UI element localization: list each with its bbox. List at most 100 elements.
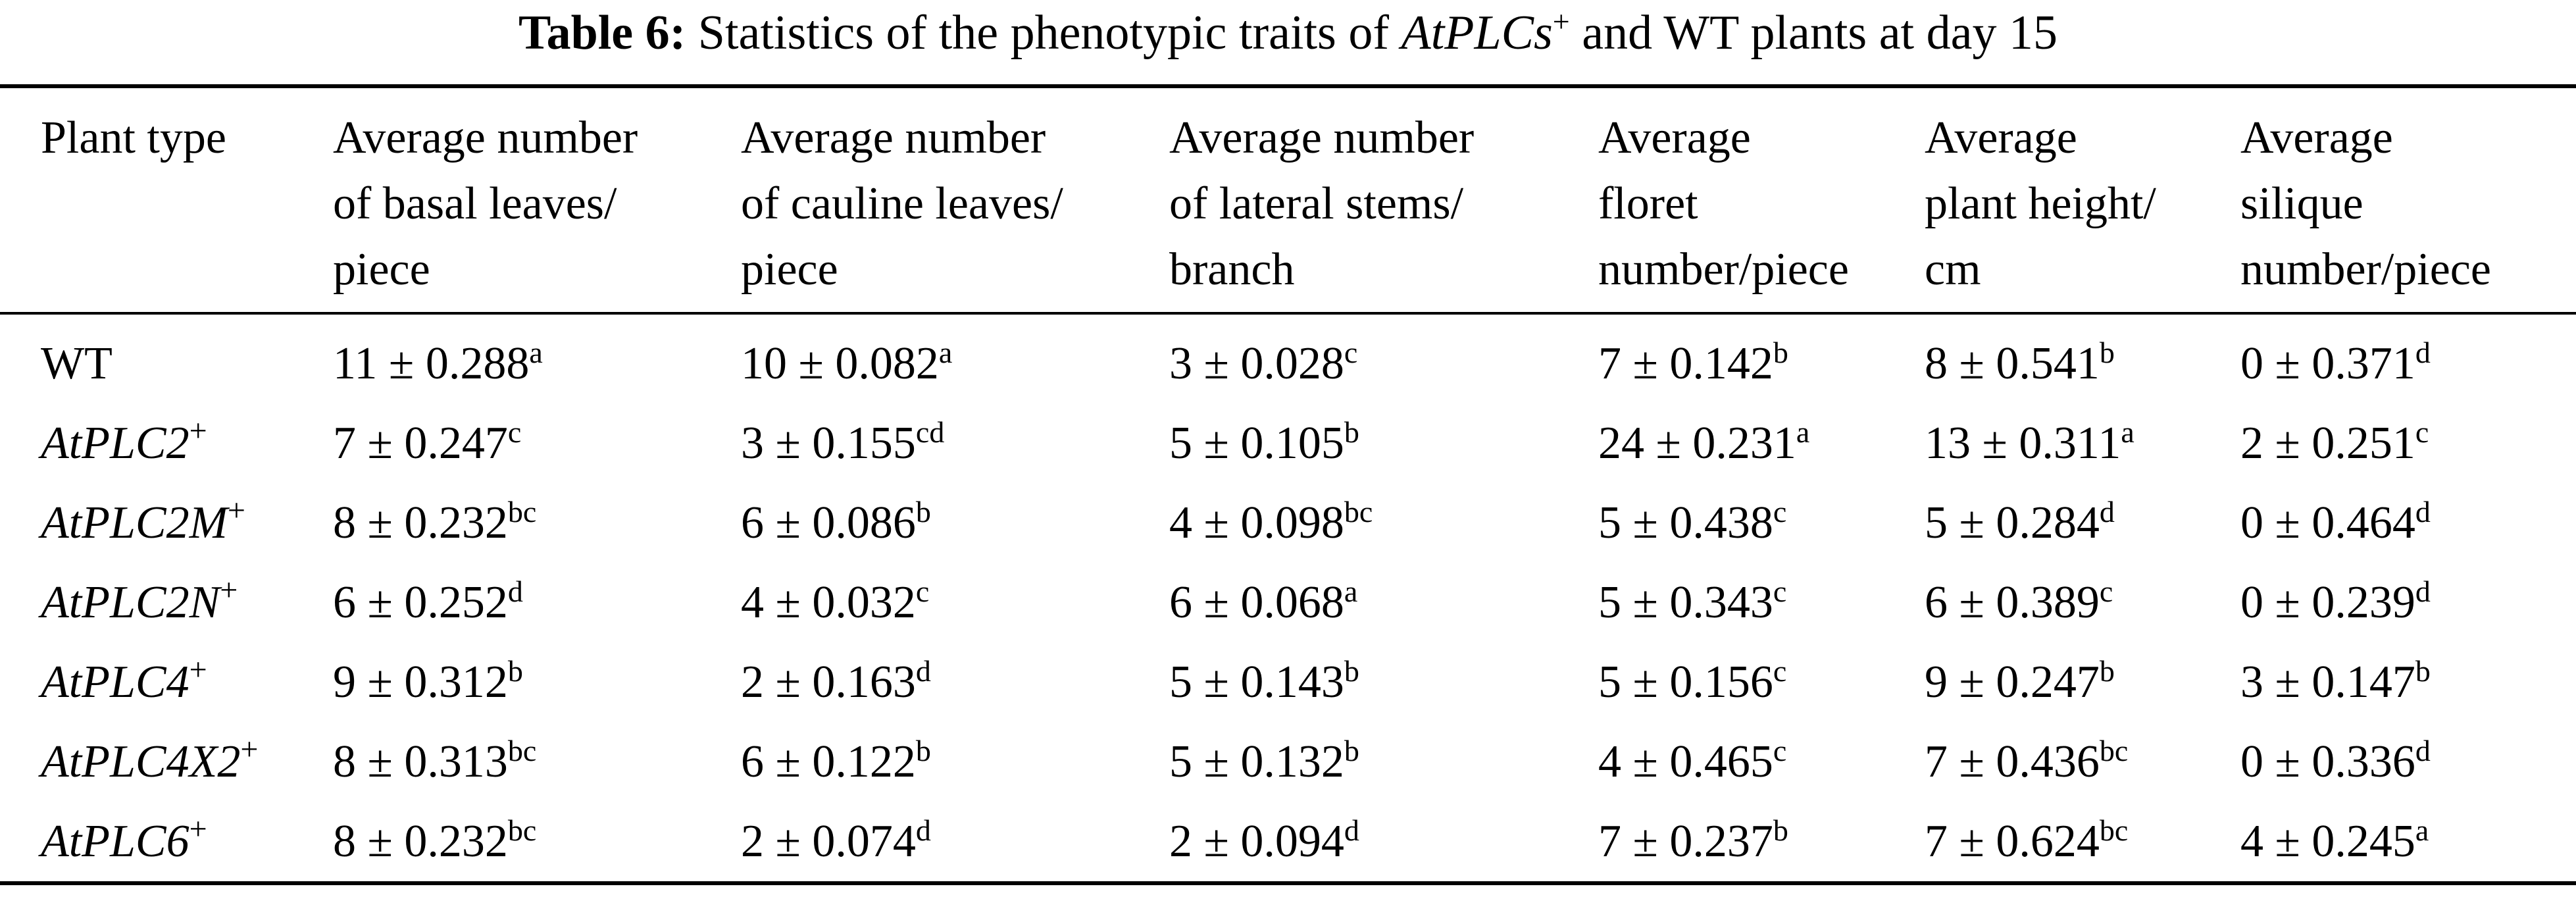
value-cell: 2 ± 0.251c <box>2240 403 2576 483</box>
significance-letter: a <box>2415 813 2429 847</box>
significance-letter: b <box>507 654 523 688</box>
mean-se-value: 11 ± 0.288 <box>333 338 530 389</box>
mean-se-value: 6 ± 0.252 <box>333 577 508 628</box>
value-cell: 7 ± 0.624bc <box>1925 802 2240 883</box>
column-header-1: Average number of basal leaves/ piece <box>333 86 741 313</box>
mean-se-value: 4 ± 0.245 <box>2240 815 2415 867</box>
value-cell: 9 ± 0.247b <box>1925 642 2240 722</box>
mean-se-value: 3 ± 0.155 <box>741 417 916 469</box>
significance-letter: d <box>915 813 931 847</box>
mean-se-value: 5 ± 0.156 <box>1598 656 1773 707</box>
column-header-label: Plant type <box>41 113 226 163</box>
mean-se-value: 2 ± 0.163 <box>741 656 916 707</box>
mean-se-value: 4 ± 0.098 <box>1169 497 1344 548</box>
mean-se-value: 6 ± 0.389 <box>1925 577 2100 628</box>
significance-letter: c <box>915 574 930 608</box>
significance-letter: d <box>2415 335 2431 369</box>
column-header-6: Average silique number/piece <box>2240 86 2576 313</box>
mean-se-value: 0 ± 0.239 <box>2240 577 2415 628</box>
table-row: AtPLC6+ 8 ± 0.232bc 2 ± 0.074d 2 ± 0.094d 7 … <box>0 802 2576 883</box>
mean-se-value: 5 ± 0.343 <box>1598 577 1773 628</box>
value-cell: 5 ± 0.143b <box>1169 642 1598 722</box>
column-header-label: Average plant height/ cm <box>1925 113 2156 295</box>
value-cell: 10 ± 0.082a <box>741 313 1169 403</box>
caption-text-after: and WT plants at day 15 <box>1569 6 2058 60</box>
significance-letter: bc <box>507 733 537 767</box>
mean-se-value: 2 ± 0.251 <box>2240 417 2415 469</box>
mean-se-value: 3 ± 0.028 <box>1169 338 1344 389</box>
column-header-0: Plant type <box>0 86 333 313</box>
table-row: AtPLC2M+ 8 ± 0.232bc 6 ± 0.086b 4 ± 0.098bc… <box>0 483 2576 563</box>
mean-se-value: 5 ± 0.284 <box>1925 497 2100 548</box>
significance-letter: b <box>1344 415 1359 449</box>
significance-letter: d <box>507 574 523 608</box>
mean-se-value: 8 ± 0.541 <box>1925 338 2100 389</box>
column-header-label: Average number of basal leaves/ piece <box>333 113 638 295</box>
significance-letter: c <box>2415 415 2429 449</box>
caption-italic: AtPLCs <box>1401 6 1553 60</box>
significance-letter: d <box>2415 733 2431 767</box>
mean-se-value: 7 ± 0.247 <box>333 417 508 469</box>
plant-type-cell: WT <box>0 313 333 403</box>
mean-se-value: 7 ± 0.142 <box>1598 338 1773 389</box>
significance-letter: a <box>1796 415 1810 449</box>
value-cell: 4 ± 0.032c <box>741 563 1169 642</box>
plant-type-sup: + <box>189 413 207 448</box>
value-cell: 7 ± 0.237b <box>1598 802 1925 883</box>
value-cell: 5 ± 0.284d <box>1925 483 2240 563</box>
significance-letter: b <box>1344 654 1359 688</box>
value-cell: 5 ± 0.105b <box>1169 403 1598 483</box>
plant-type-cell: AtPLC2M+ <box>0 483 333 563</box>
column-header-5: Average plant height/ cm <box>1925 86 2240 313</box>
significance-letter: c <box>1773 733 1787 767</box>
value-cell: 6 ± 0.068a <box>1169 563 1598 642</box>
significance-letter: b <box>2099 654 2115 688</box>
significance-letter: a <box>938 335 953 369</box>
plant-type-name: AtPLC4 <box>41 656 189 707</box>
mean-se-value: 4 ± 0.032 <box>741 577 916 628</box>
value-cell: 2 ± 0.074d <box>741 802 1169 883</box>
plant-type-sup: + <box>189 811 207 846</box>
mean-se-value: 2 ± 0.094 <box>1169 815 1344 867</box>
significance-letter: c <box>1773 654 1787 688</box>
mean-se-value: 13 ± 0.311 <box>1925 417 2121 469</box>
mean-se-value: 10 ± 0.082 <box>741 338 939 389</box>
significance-letter: b <box>915 494 931 528</box>
value-cell: 0 ± 0.336d <box>2240 722 2576 802</box>
value-cell: 7 ± 0.436bc <box>1925 722 2240 802</box>
significance-letter: bc <box>507 813 537 847</box>
significance-letter: c <box>1773 574 1787 608</box>
mean-se-value: 8 ± 0.313 <box>333 736 508 787</box>
value-cell: 6 ± 0.252d <box>333 563 741 642</box>
value-cell: 24 ± 0.231a <box>1598 403 1925 483</box>
significance-letter: b <box>915 733 931 767</box>
significance-letter: c <box>2099 574 2113 608</box>
caption-text-before: Statistics of the phenotypic traits of <box>686 6 1402 60</box>
value-cell: 13 ± 0.311a <box>1925 403 2240 483</box>
significance-letter: d <box>2415 494 2431 528</box>
significance-letter: c <box>507 415 522 449</box>
mean-se-value: 5 ± 0.143 <box>1169 656 1344 707</box>
table-caption: Table 6: Statistics of the phenotypic tr… <box>0 0 2576 66</box>
value-cell: 8 ± 0.232bc <box>333 483 741 563</box>
column-header-2: Average number of cauline leaves/ piece <box>741 86 1169 313</box>
column-header-label: Average floret number/piece <box>1598 113 1849 295</box>
mean-se-value: 6 ± 0.086 <box>741 497 916 548</box>
value-cell: 5 ± 0.438c <box>1598 483 1925 563</box>
significance-letter: d <box>915 654 931 688</box>
header-row: Plant type Average number of basal leaves… <box>0 86 2576 313</box>
table-row: AtPLC4X2+ 8 ± 0.313bc 6 ± 0.122b 5 ± 0.132b… <box>0 722 2576 802</box>
value-cell: 6 ± 0.122b <box>741 722 1169 802</box>
value-cell: 6 ± 0.086b <box>741 483 1169 563</box>
column-header-label: Average number of lateral stems/ branch <box>1169 113 1475 295</box>
mean-se-value: 0 ± 0.464 <box>2240 497 2415 548</box>
mean-se-value: 6 ± 0.122 <box>741 736 916 787</box>
plant-type-name: AtPLC6 <box>41 815 189 867</box>
significance-letter: bc <box>1344 494 1373 528</box>
significance-letter: bc <box>2099 813 2129 847</box>
mean-se-value: 7 ± 0.624 <box>1925 815 2100 867</box>
significance-letter: c <box>1344 335 1358 369</box>
mean-se-value: 7 ± 0.436 <box>1925 736 2100 787</box>
phenotype-table: Plant type Average number of basal leaves… <box>0 84 2576 885</box>
